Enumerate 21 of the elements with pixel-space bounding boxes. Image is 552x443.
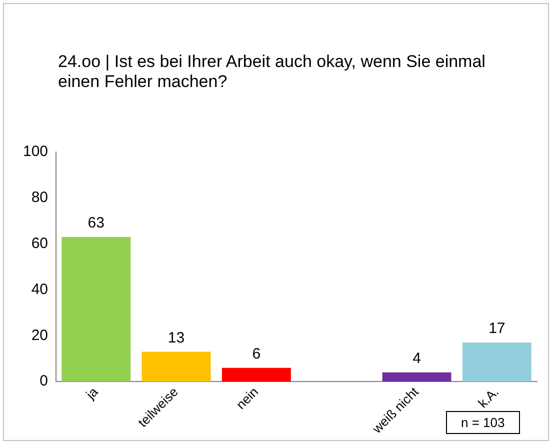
y-tick-label: 60: [31, 234, 48, 252]
y-tick-label: 20: [31, 326, 48, 344]
data-label: 4: [412, 350, 421, 368]
y-tick-label: 80: [31, 189, 48, 206]
y-tick-label: 0: [40, 372, 48, 390]
x-tick-label: nein: [233, 384, 262, 412]
bar: [142, 352, 211, 382]
bar: [222, 368, 291, 382]
bar: [62, 236, 131, 382]
chart-title: 24.oo | Ist es bei Ihrer Arbeit auch okay, wenn Sie einmal einen Fehler machen?: [58, 52, 486, 92]
data-label: 6: [252, 345, 261, 362]
y-tick-label: 100: [22, 143, 48, 160]
x-tick-label: k.A.: [475, 384, 502, 411]
bar: [382, 372, 452, 382]
data-label: 13: [168, 329, 185, 346]
x-tick-label: ja: [82, 384, 102, 403]
bar: [462, 342, 532, 382]
data-label: 17: [488, 320, 506, 338]
text: n = 103: [446, 411, 520, 434]
data-label: 63: [88, 214, 104, 232]
y-tick-label: 40: [31, 280, 48, 298]
